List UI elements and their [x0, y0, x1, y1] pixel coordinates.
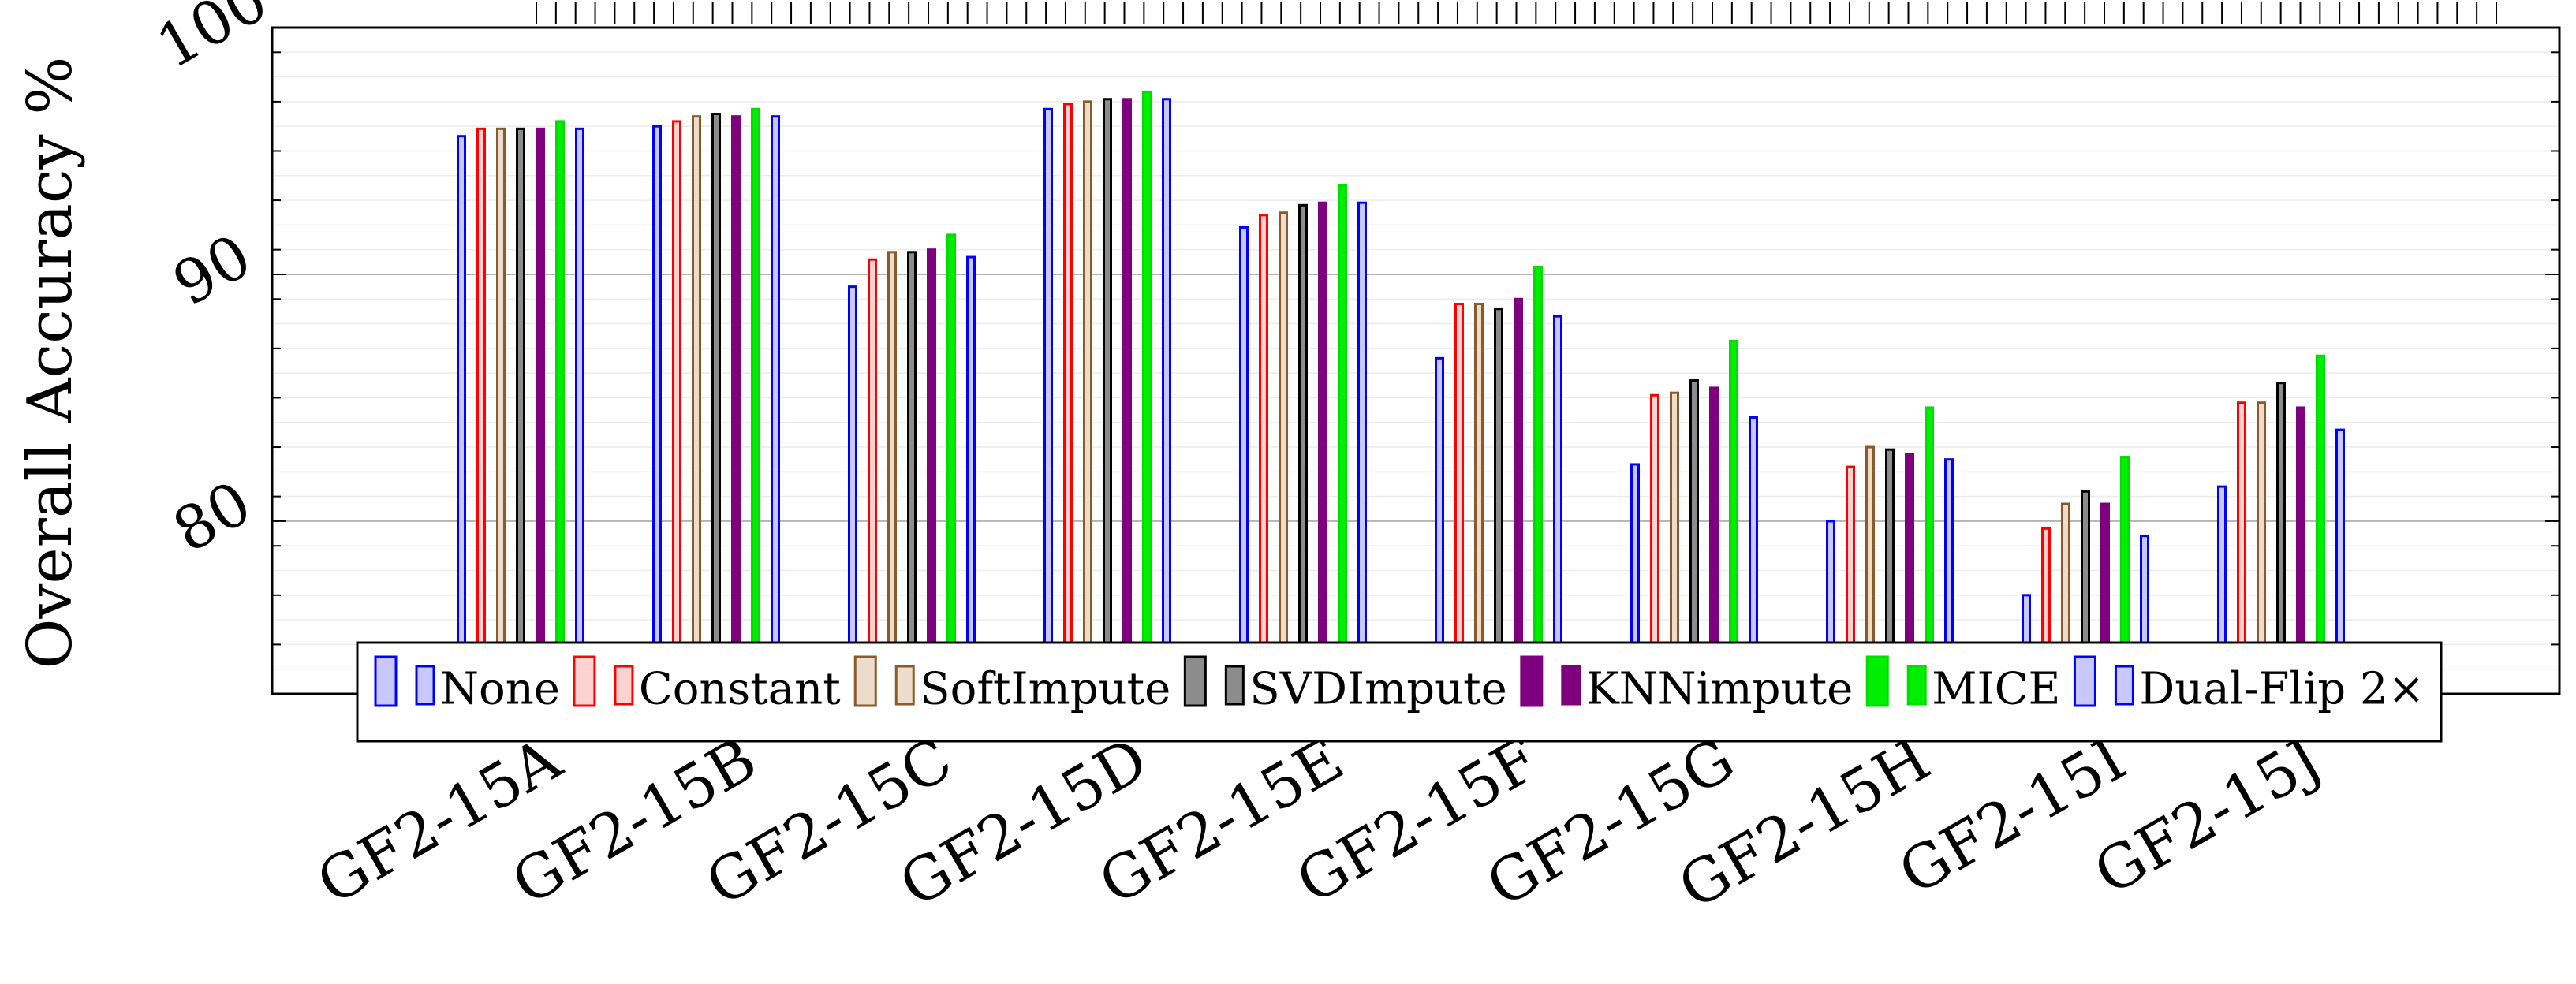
bar	[457, 135, 466, 695]
bar	[1338, 184, 1347, 695]
y-axis-label: Overall Accuracy %	[15, 56, 86, 669]
bar	[1729, 339, 1738, 695]
bar	[731, 115, 741, 695]
bar	[907, 251, 917, 695]
bar	[1063, 102, 1073, 695]
x-tick-label: GF2-15J	[2082, 724, 2332, 908]
bar	[1043, 107, 1053, 695]
bar	[692, 115, 701, 695]
bar	[652, 125, 662, 695]
bar	[1122, 98, 1132, 695]
bar	[575, 127, 584, 695]
bar	[1533, 266, 1543, 695]
bar	[672, 120, 681, 695]
bar	[1162, 98, 1171, 695]
legend-label: SVDImpute	[1249, 664, 1506, 715]
bar	[1553, 315, 1562, 695]
legend-swatch-large	[853, 655, 877, 707]
legend-swatch	[1224, 665, 1245, 706]
bar	[1298, 203, 1308, 695]
bar	[848, 285, 857, 695]
bar	[1239, 226, 1249, 695]
legend: None Constant SoftImpute SVDImpute KNNimpute…	[356, 641, 2443, 743]
bar	[927, 248, 936, 695]
bar	[536, 127, 545, 695]
bar	[771, 115, 780, 695]
bar	[887, 251, 897, 695]
axis-ticks: 8090100GF2-15AGF2-15BGF2-15CGF2-15DGF2-1…	[145, 0, 2559, 922]
bar	[496, 127, 506, 695]
legend-swatch	[614, 665, 634, 706]
bar	[1279, 211, 1288, 695]
bar	[946, 233, 956, 695]
legend-swatch	[1906, 665, 1927, 706]
legend-label: MICE	[1932, 664, 2060, 715]
legend-swatch-large	[2073, 655, 2096, 707]
legend-label: KNNimpute	[1586, 664, 1853, 715]
legend-label: Dual-Flip 2×	[2139, 664, 2425, 715]
y-tick-label: 80	[162, 468, 263, 566]
bar	[1474, 303, 1484, 695]
bar	[1494, 308, 1503, 695]
bar	[1357, 201, 1367, 695]
legend-swatch-large	[374, 655, 398, 707]
bar	[1259, 214, 1268, 695]
bar	[966, 255, 976, 695]
legend-swatch	[1561, 665, 1581, 706]
bar	[516, 127, 525, 695]
legend-label: Constant	[639, 664, 841, 715]
bar	[1318, 201, 1327, 695]
legend-swatch	[2114, 665, 2134, 706]
bar	[1514, 297, 1523, 695]
bar	[751, 107, 760, 695]
legend-swatch-large	[573, 655, 596, 707]
bar	[1103, 98, 1112, 695]
legend-swatch-large	[1183, 655, 1207, 707]
y-tick-label: 90	[162, 221, 263, 319]
bar	[711, 113, 721, 695]
bar	[1083, 100, 1092, 695]
grid	[272, 27, 2559, 695]
legend-swatch	[415, 665, 435, 706]
legend-swatch	[894, 665, 915, 706]
plot-frame	[271, 26, 2561, 695]
legend-label: SoftImpute	[920, 664, 1170, 715]
bars	[457, 90, 2345, 695]
legend-swatch-large	[1865, 655, 1889, 707]
x-tick-label: GF2-15I	[1887, 724, 2137, 908]
bar	[1454, 303, 1464, 695]
bar	[476, 127, 486, 695]
bar	[555, 120, 565, 695]
y-tick-label: 100	[145, 0, 279, 82]
bar	[868, 258, 877, 695]
legend-swatch-large	[1520, 655, 1544, 707]
bar	[1142, 90, 1152, 695]
legend-label: None	[440, 664, 560, 715]
